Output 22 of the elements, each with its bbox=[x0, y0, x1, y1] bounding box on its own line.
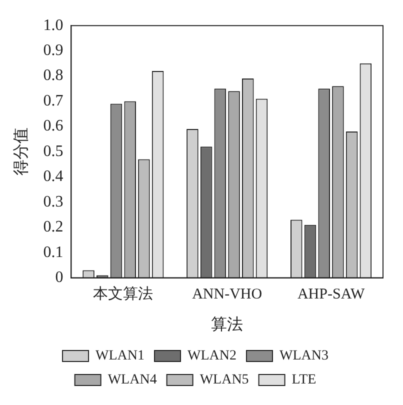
y-tick-label: 0.8 bbox=[43, 67, 64, 84]
x-tick-label: ANN-VHO bbox=[192, 286, 262, 303]
legend-label: WLAN3 bbox=[279, 348, 328, 364]
y-tick-label: 0.7 bbox=[43, 92, 64, 110]
y-tick-label: 0 bbox=[55, 269, 64, 286]
y-axis-title: 得分值 bbox=[12, 128, 30, 176]
y-tick-label: 1.0 bbox=[43, 16, 64, 34]
x-tick-label: AHP-SAW bbox=[297, 286, 366, 303]
y-tick-label: 0.3 bbox=[43, 193, 64, 210]
y-tick-label: 0.6 bbox=[43, 118, 64, 135]
y-tick-label: 0.5 bbox=[43, 142, 64, 160]
legend-label: WLAN2 bbox=[188, 348, 237, 364]
legend-label: WLAN4 bbox=[108, 372, 157, 388]
x-tick-label: 本文算法 bbox=[93, 286, 154, 303]
y-tick-label: 0.1 bbox=[43, 244, 64, 261]
legend-label: WLAN1 bbox=[96, 348, 145, 364]
y-tick-label: 0.2 bbox=[43, 218, 64, 236]
y-tick-label: 0.4 bbox=[43, 168, 64, 186]
legend-label: LTE bbox=[292, 372, 316, 388]
x-axis-title: 算法 bbox=[211, 316, 244, 334]
y-tick-label: 0.9 bbox=[43, 42, 64, 60]
legend-label: WLAN5 bbox=[200, 372, 249, 388]
